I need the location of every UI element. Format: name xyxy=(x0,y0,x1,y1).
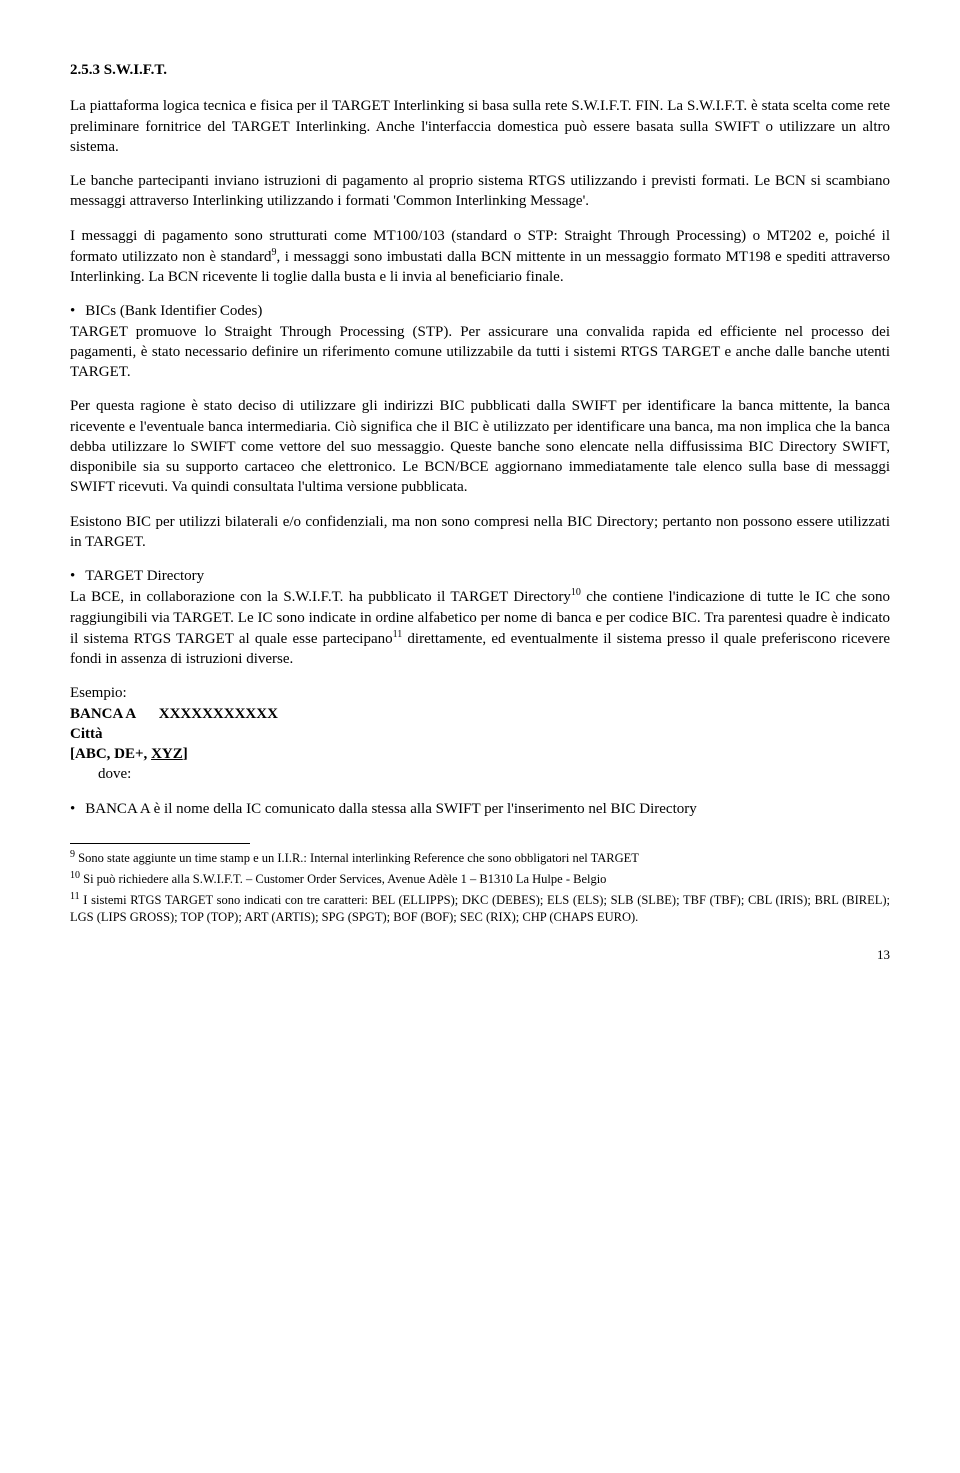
footnote-ref: 10 xyxy=(571,587,581,598)
page-number: 13 xyxy=(70,946,890,964)
text-run: ] xyxy=(183,746,188,762)
example-label: Esempio: xyxy=(70,683,890,703)
footnote-number: 10 xyxy=(70,870,80,881)
example-bracket: [ABC, DE+, XYZ] xyxy=(70,744,890,764)
paragraph: Per questa ragione è stato deciso di uti… xyxy=(70,396,890,497)
bullet-item: • TARGET Directory xyxy=(70,566,890,586)
footnotes: 9 Sono state aggiunte un time stamp e un… xyxy=(70,848,890,926)
bullet-item: • BICs (Bank Identifier Codes) xyxy=(70,301,890,321)
footnote-text: I sistemi RTGS TARGET sono indicati con … xyxy=(70,893,890,924)
footnote-text: Sono state aggiunte un time stamp e un I… xyxy=(75,851,639,865)
paragraph: I messaggi di pagamento sono strutturati… xyxy=(70,226,890,288)
paragraph: Esistono BIC per utilizzi bilaterali e/o… xyxy=(70,512,890,553)
bullet-icon: • xyxy=(70,301,75,321)
bullet-text: BANCA A è il nome della IC comunicato da… xyxy=(85,799,890,819)
footnote: 11 I sistemi RTGS TARGET sono indicati c… xyxy=(70,890,890,926)
footnote: 10 Si può richiedere alla S.W.I.F.T. – C… xyxy=(70,869,890,888)
example-bank-name: BANCA A xyxy=(70,706,136,722)
paragraph: La BCE, in collaborazione con la S.W.I.F… xyxy=(70,586,890,669)
footnote-text: Si può richiedere alla S.W.I.F.T. – Cust… xyxy=(80,872,606,886)
example-bic: XXXXXXXXXXX xyxy=(159,706,278,722)
text-run: La BCE, in collaborazione con la S.W.I.F… xyxy=(70,589,571,605)
bullet-icon: • xyxy=(70,799,75,819)
text-run: [ABC, DE+, xyxy=(70,746,151,762)
example-xyz: XYZ xyxy=(151,746,183,762)
example-dove: dove: xyxy=(70,764,890,784)
bullet-text: BICs (Bank Identifier Codes) xyxy=(85,301,890,321)
bullet-item: • BANCA A è il nome della IC comunicato … xyxy=(70,799,890,819)
footnote-separator xyxy=(70,843,250,844)
section-heading: 2.5.3 S.W.I.F.T. xyxy=(70,60,890,80)
footnote: 9 Sono state aggiunte un time stamp e un… xyxy=(70,848,890,867)
footnote-ref: 11 xyxy=(393,629,403,640)
example-city: Città xyxy=(70,724,890,744)
bullet-icon: • xyxy=(70,566,75,586)
paragraph: TARGET promuove lo Straight Through Proc… xyxy=(70,322,890,383)
example-block: Esempio: BANCA A XXXXXXXXXXX Città [ABC,… xyxy=(70,683,890,784)
footnote-number: 11 xyxy=(70,891,80,902)
paragraph: La piattaforma logica tecnica e fisica p… xyxy=(70,96,890,157)
bullet-text: TARGET Directory xyxy=(85,566,890,586)
paragraph: Le banche partecipanti inviano istruzion… xyxy=(70,171,890,212)
example-line: BANCA A XXXXXXXXXXX xyxy=(70,704,890,724)
